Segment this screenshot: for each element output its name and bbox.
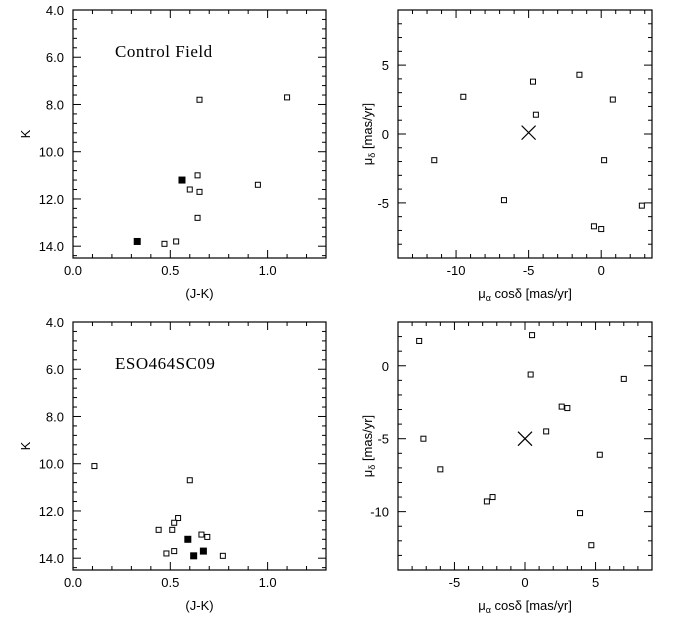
y-tick-label-0: 14.0: [39, 239, 64, 254]
open-point-1-0-2: [576, 71, 583, 78]
open-point-2-0-10: [219, 552, 226, 559]
y-tick-label-1: 5: [382, 58, 389, 73]
open-point-3-0-13: [588, 542, 595, 549]
y-tick-label-1: 0: [382, 127, 389, 142]
y-tick-label-0: 12.0: [39, 192, 64, 207]
open-point-0-0-3: [186, 186, 193, 193]
x-tick-label-1: -5: [523, 263, 535, 278]
x-axis-title-3: μα cosδ [mas/yr]: [478, 598, 572, 615]
open-point-0-0-8: [173, 238, 180, 245]
open-point-3-0-6: [420, 435, 427, 442]
open-point-2-0-1: [186, 477, 193, 484]
open-point-3-0-0: [416, 337, 423, 344]
panel-title-2: ESO464SC09: [115, 354, 215, 373]
y-tick-label-3: -5: [377, 432, 389, 447]
open-point-2-0-9: [171, 548, 178, 555]
open-point-2-0-0: [91, 463, 98, 470]
x-tick-label-3: 5: [592, 575, 599, 590]
open-point-2-0-8: [163, 550, 170, 557]
open-point-2-0-4: [155, 526, 162, 533]
x-axis-title-0: (J-K): [185, 286, 213, 301]
y-tick-label-1: -5: [377, 196, 389, 211]
y-tick-label-0: 10.0: [39, 145, 64, 160]
x-tick-label-3: 0: [521, 575, 528, 590]
cross-marker-b-3: [517, 431, 533, 447]
open-point-0-0-5: [254, 181, 261, 188]
x-tick-label-2: 1.0: [259, 575, 277, 590]
y-tick-label-2: 14.0: [39, 551, 64, 566]
panel-title-0: Control Field: [115, 42, 213, 61]
open-point-0-0-1: [284, 94, 291, 101]
y-tick-label-2: 12.0: [39, 504, 64, 519]
open-point-1-0-4: [532, 111, 539, 118]
open-point-3-0-9: [437, 466, 444, 473]
open-point-1-0-7: [500, 197, 507, 204]
open-point-1-0-8: [590, 223, 597, 230]
open-point-1-0-3: [609, 96, 616, 103]
filled-point-0-1-1: [133, 237, 141, 245]
y-tick-label-3: 0: [382, 359, 389, 374]
filled-point-2-1-1: [199, 547, 207, 555]
filled-point-2-1-0: [184, 535, 192, 543]
open-point-0-0-4: [196, 188, 203, 195]
open-point-1-0-6: [601, 157, 608, 164]
open-point-0-0-2: [194, 172, 201, 179]
x-axis-title-2: (J-K): [185, 598, 213, 613]
y-axis-title-2: K: [18, 441, 33, 450]
open-point-3-0-5: [564, 405, 571, 412]
cross-marker-b-1: [521, 125, 537, 141]
filled-point-2-1-2: [190, 552, 198, 560]
open-point-3-0-1: [529, 332, 536, 339]
plot-frame-0: [72, 9, 327, 259]
x-tick-label-0: 0.0: [64, 263, 82, 278]
open-point-0-0-6: [194, 214, 201, 221]
y-axis-title-1: μδ [mas/yr]: [360, 103, 377, 165]
open-point-3-0-12: [577, 510, 584, 517]
y-tick-label-0: 6.0: [46, 50, 64, 65]
open-point-1-0-0: [460, 93, 467, 100]
open-point-2-0-3: [171, 519, 178, 526]
open-point-2-0-7: [204, 533, 211, 540]
open-point-3-0-8: [596, 451, 603, 458]
y-tick-label-2: 10.0: [39, 457, 64, 472]
y-axis-title-0: K: [18, 129, 33, 138]
y-tick-label-2: 4.0: [46, 315, 64, 330]
y-tick-label-0: 8.0: [46, 97, 64, 112]
plot-frame-1: [397, 9, 653, 259]
open-point-1-0-9: [598, 226, 605, 233]
open-point-3-0-4: [558, 403, 565, 410]
x-tick-label-3: -5: [449, 575, 461, 590]
y-axis-title-3: μδ [mas/yr]: [360, 415, 377, 477]
open-point-2-0-6: [198, 531, 205, 538]
open-point-1-0-10: [638, 202, 645, 209]
x-axis-title-1: μα cosδ [mas/yr]: [478, 286, 572, 303]
x-tick-label-0: 0.5: [161, 263, 179, 278]
open-point-3-0-11: [489, 494, 496, 501]
open-point-1-0-1: [529, 78, 536, 85]
x-tick-label-1: 0: [598, 263, 605, 278]
x-tick-label-2: 0.5: [161, 575, 179, 590]
open-point-3-0-2: [527, 371, 534, 378]
open-point-2-0-5: [169, 526, 176, 533]
plot-frame-2: [72, 321, 327, 571]
x-tick-label-0: 1.0: [259, 263, 277, 278]
open-point-2-0-2: [175, 515, 182, 522]
open-point-0-0-7: [161, 240, 168, 247]
x-tick-label-1: -10: [447, 263, 466, 278]
y-tick-label-2: 6.0: [46, 362, 64, 377]
open-point-3-0-3: [620, 375, 627, 382]
open-point-1-0-5: [431, 157, 438, 164]
plot-frame-3: [397, 321, 653, 571]
filled-point-0-1-0: [178, 176, 186, 184]
open-point-3-0-7: [543, 428, 550, 435]
y-tick-label-2: 8.0: [46, 409, 64, 424]
x-tick-label-2: 0.0: [64, 575, 82, 590]
y-tick-label-0: 4.0: [46, 3, 64, 18]
open-point-3-0-10: [483, 498, 490, 505]
y-tick-label-3: -10: [370, 505, 389, 520]
open-point-0-0-0: [196, 96, 203, 103]
